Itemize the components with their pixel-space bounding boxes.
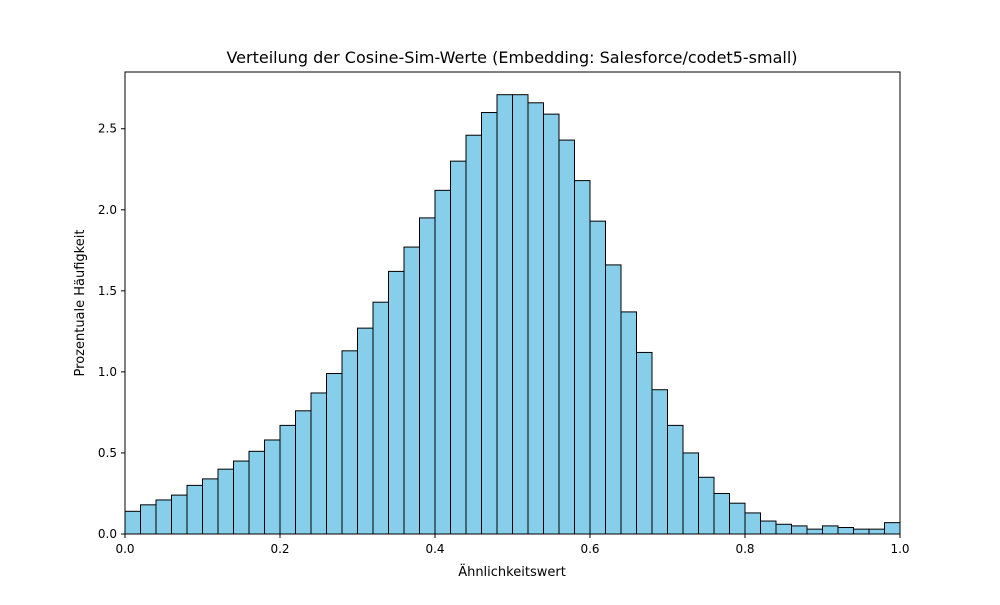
histogram-bar [558, 139, 575, 535]
histogram-bar [248, 450, 265, 535]
histogram-bar [403, 246, 420, 535]
histogram-bar [806, 528, 823, 535]
histogram-bar [310, 392, 327, 535]
histogram-bar [419, 217, 436, 535]
histogram-bar [527, 102, 544, 535]
histogram-bar [341, 350, 358, 535]
histogram-bar [636, 351, 653, 535]
histogram-bar [744, 512, 761, 535]
histogram-bar [171, 494, 188, 535]
x-tick-label: 0.8 [735, 542, 754, 556]
histogram-bar [620, 311, 637, 535]
histogram-bar [760, 520, 777, 535]
histogram-bar [155, 499, 172, 535]
y-axis-label: Prozentuale Häufigkeit [73, 230, 88, 377]
y-tick-label: 0.5 [98, 446, 117, 460]
histogram-bar [326, 373, 343, 535]
histogram-bar [543, 113, 560, 535]
histogram-bar [465, 134, 482, 535]
histogram-bar [791, 525, 808, 535]
histogram-bar [775, 523, 792, 535]
histogram-bar [372, 301, 389, 535]
y-axis-ticks: 0.0 0.5 1.0 1.5 2.0 2.5 [98, 122, 125, 541]
histogram-bar [233, 460, 250, 535]
histogram-bar [264, 439, 281, 535]
bars-group [124, 94, 901, 535]
x-axis-ticks: 0.0 0.2 0.4 0.6 0.8 1.0 [115, 534, 910, 556]
y-tick-label: 1.5 [98, 284, 117, 298]
y-tick-label: 2.5 [98, 122, 117, 136]
plot-frame [124, 71, 901, 535]
histogram-bar [682, 452, 699, 535]
histogram-bar [574, 180, 591, 535]
histogram-bar [605, 264, 622, 535]
histogram-bar [357, 327, 374, 535]
histogram-bar [729, 502, 746, 535]
histogram-bar [388, 270, 405, 535]
chart-title: Verteilung der Cosine-Sim-Werte (Embeddi… [226, 48, 797, 67]
x-tick-label: 1.0 [890, 542, 909, 556]
histogram-bar [202, 478, 219, 535]
histogram-bar [124, 510, 141, 535]
x-tick-label: 0.0 [115, 542, 134, 556]
histogram-bar [822, 525, 839, 535]
histogram-bar [450, 160, 467, 535]
histogram-bar [140, 504, 157, 535]
histogram-bar [868, 528, 885, 535]
histogram-bar [884, 522, 901, 535]
x-tick-label: 0.2 [270, 542, 289, 556]
y-tick-label: 0.0 [98, 527, 117, 541]
histogram-bar [496, 94, 513, 535]
histogram-bar [651, 389, 668, 535]
histogram-bar [713, 492, 730, 535]
histogram-bar [667, 424, 684, 535]
histogram-bar [837, 527, 854, 535]
y-tick-label: 2.0 [98, 203, 117, 217]
y-tick-label: 1.0 [98, 365, 117, 379]
histogram-bar [279, 424, 296, 535]
histogram-bar [186, 484, 203, 535]
histogram-bar [512, 94, 529, 535]
histogram-bar [589, 220, 606, 535]
histogram-bar [434, 189, 451, 535]
histogram-bar [217, 468, 234, 535]
x-axis-label: Ähnlichkeitswert [458, 564, 566, 580]
histogram-bar [295, 410, 312, 535]
x-tick-label: 0.4 [425, 542, 444, 556]
histogram-bar [853, 528, 870, 535]
histogram-bar [698, 476, 715, 535]
histogram-bar [481, 112, 498, 535]
x-tick-label: 0.6 [580, 542, 599, 556]
